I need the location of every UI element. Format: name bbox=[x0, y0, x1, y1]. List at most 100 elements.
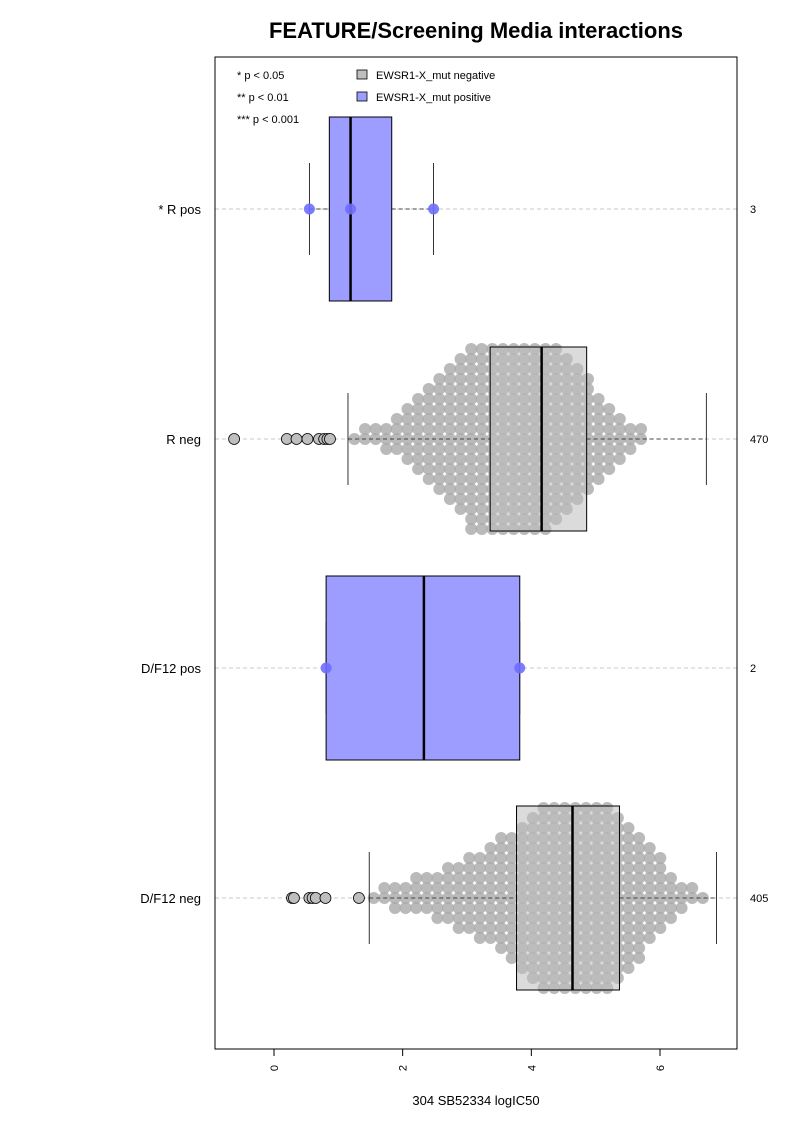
beeswarm-point bbox=[401, 403, 414, 415]
beeswarm-point bbox=[431, 882, 444, 894]
beeswarm-point bbox=[443, 363, 456, 375]
beeswarm-point bbox=[505, 942, 518, 954]
beeswarm-point bbox=[473, 912, 486, 924]
beeswarm-point bbox=[505, 882, 518, 894]
beeswarm-point bbox=[401, 443, 414, 455]
beeswarm-point bbox=[465, 403, 478, 415]
beeswarm-point bbox=[495, 842, 508, 854]
beeswarm-point bbox=[473, 852, 486, 864]
beeswarm-point bbox=[603, 443, 616, 455]
group-legend: EWSR1-X_mut negative EWSR1-X_mut positiv… bbox=[356, 69, 495, 104]
beeswarm-point bbox=[633, 932, 646, 944]
beeswarm-point bbox=[664, 872, 677, 884]
beeswarm-point bbox=[454, 353, 467, 365]
beeswarm-point bbox=[484, 882, 497, 894]
beeswarm-point bbox=[465, 343, 478, 355]
beeswarm-point bbox=[463, 922, 476, 934]
beeswarm-point bbox=[452, 922, 465, 934]
beeswarm-point bbox=[452, 882, 465, 894]
beeswarm-point bbox=[592, 393, 605, 405]
beeswarm-point bbox=[465, 363, 478, 375]
beeswarm-point bbox=[495, 942, 508, 954]
category-label: D/F12 neg bbox=[140, 891, 201, 906]
beeswarm-point bbox=[696, 892, 709, 904]
beeswarm-point bbox=[463, 912, 476, 924]
beeswarm-point bbox=[505, 872, 518, 884]
beeswarm-point bbox=[592, 443, 605, 455]
beeswarm-point bbox=[431, 912, 444, 924]
beeswarm-point bbox=[388, 902, 401, 914]
beeswarm-point bbox=[412, 413, 425, 425]
beeswarm-point bbox=[465, 463, 478, 475]
beeswarm-point bbox=[484, 862, 497, 874]
beeswarm-point bbox=[422, 463, 435, 475]
beeswarm-point bbox=[431, 872, 444, 884]
beeswarm-point bbox=[422, 443, 435, 455]
beeswarm-point bbox=[475, 363, 488, 375]
beeswarm-point bbox=[484, 872, 497, 884]
beeswarm-point bbox=[422, 403, 435, 415]
beeswarm-point bbox=[475, 383, 488, 395]
beeswarm-point bbox=[399, 902, 412, 914]
beeswarm-point bbox=[603, 423, 616, 435]
beeswarm-point bbox=[465, 483, 478, 495]
beeswarm-point bbox=[505, 902, 518, 914]
beeswarm-point bbox=[603, 453, 616, 465]
beeswarm-point bbox=[622, 822, 635, 834]
beeswarm-point bbox=[495, 902, 508, 914]
beeswarm-point bbox=[390, 443, 403, 455]
beeswarm-point bbox=[622, 922, 635, 934]
beeswarm-point bbox=[664, 902, 677, 914]
beeswarm-point bbox=[633, 862, 646, 874]
beeswarm-point bbox=[465, 453, 478, 465]
beeswarm-point bbox=[613, 423, 626, 435]
beeswarm-point bbox=[454, 473, 467, 485]
beeswarm-point bbox=[473, 872, 486, 884]
beeswarm-point bbox=[420, 902, 433, 914]
beeswarm-point bbox=[465, 443, 478, 455]
beeswarm-point bbox=[484, 902, 497, 914]
beeswarm-point bbox=[442, 862, 455, 874]
beeswarm-point bbox=[433, 373, 446, 385]
beeswarm-point bbox=[422, 383, 435, 395]
category-label: * R pos bbox=[158, 202, 201, 217]
beeswarm-point bbox=[367, 892, 380, 904]
beeswarm-point bbox=[592, 463, 605, 475]
beeswarm-point bbox=[654, 922, 667, 934]
beeswarm-point bbox=[452, 862, 465, 874]
beeswarm-point bbox=[454, 463, 467, 475]
beeswarm-point bbox=[475, 343, 488, 355]
beeswarm-point bbox=[422, 393, 435, 405]
beeswarm-point bbox=[475, 473, 488, 485]
beeswarm-point bbox=[443, 413, 456, 425]
beeswarm-point bbox=[473, 922, 486, 934]
beeswarm-point bbox=[454, 503, 467, 515]
beeswarm-point bbox=[613, 433, 626, 445]
beeswarm-point bbox=[633, 952, 646, 964]
beeswarm-point bbox=[654, 892, 667, 904]
beeswarm-point bbox=[475, 513, 488, 525]
beeswarm-point bbox=[475, 403, 488, 415]
beeswarm-point bbox=[592, 473, 605, 485]
beeswarm-point bbox=[454, 423, 467, 435]
beeswarm-point bbox=[410, 892, 423, 904]
data-point bbox=[345, 203, 357, 215]
outlier-point bbox=[353, 892, 365, 904]
data-point bbox=[428, 203, 440, 215]
beeswarm-point bbox=[505, 832, 518, 844]
beeswarm-point bbox=[633, 922, 646, 934]
beeswarm-point bbox=[465, 373, 478, 385]
box bbox=[328, 116, 393, 302]
beeswarm-point bbox=[443, 463, 456, 475]
beeswarm-point bbox=[388, 882, 401, 894]
beeswarm-point bbox=[484, 922, 497, 934]
data-point bbox=[320, 662, 332, 674]
beeswarm-point bbox=[443, 423, 456, 435]
beeswarm-point bbox=[475, 453, 488, 465]
beeswarm-point bbox=[592, 403, 605, 415]
beeswarm-point bbox=[592, 423, 605, 435]
count-label: 2 bbox=[750, 663, 756, 675]
beeswarm-point bbox=[475, 353, 488, 365]
beeswarm-point bbox=[422, 453, 435, 465]
beeswarm-point bbox=[412, 393, 425, 405]
